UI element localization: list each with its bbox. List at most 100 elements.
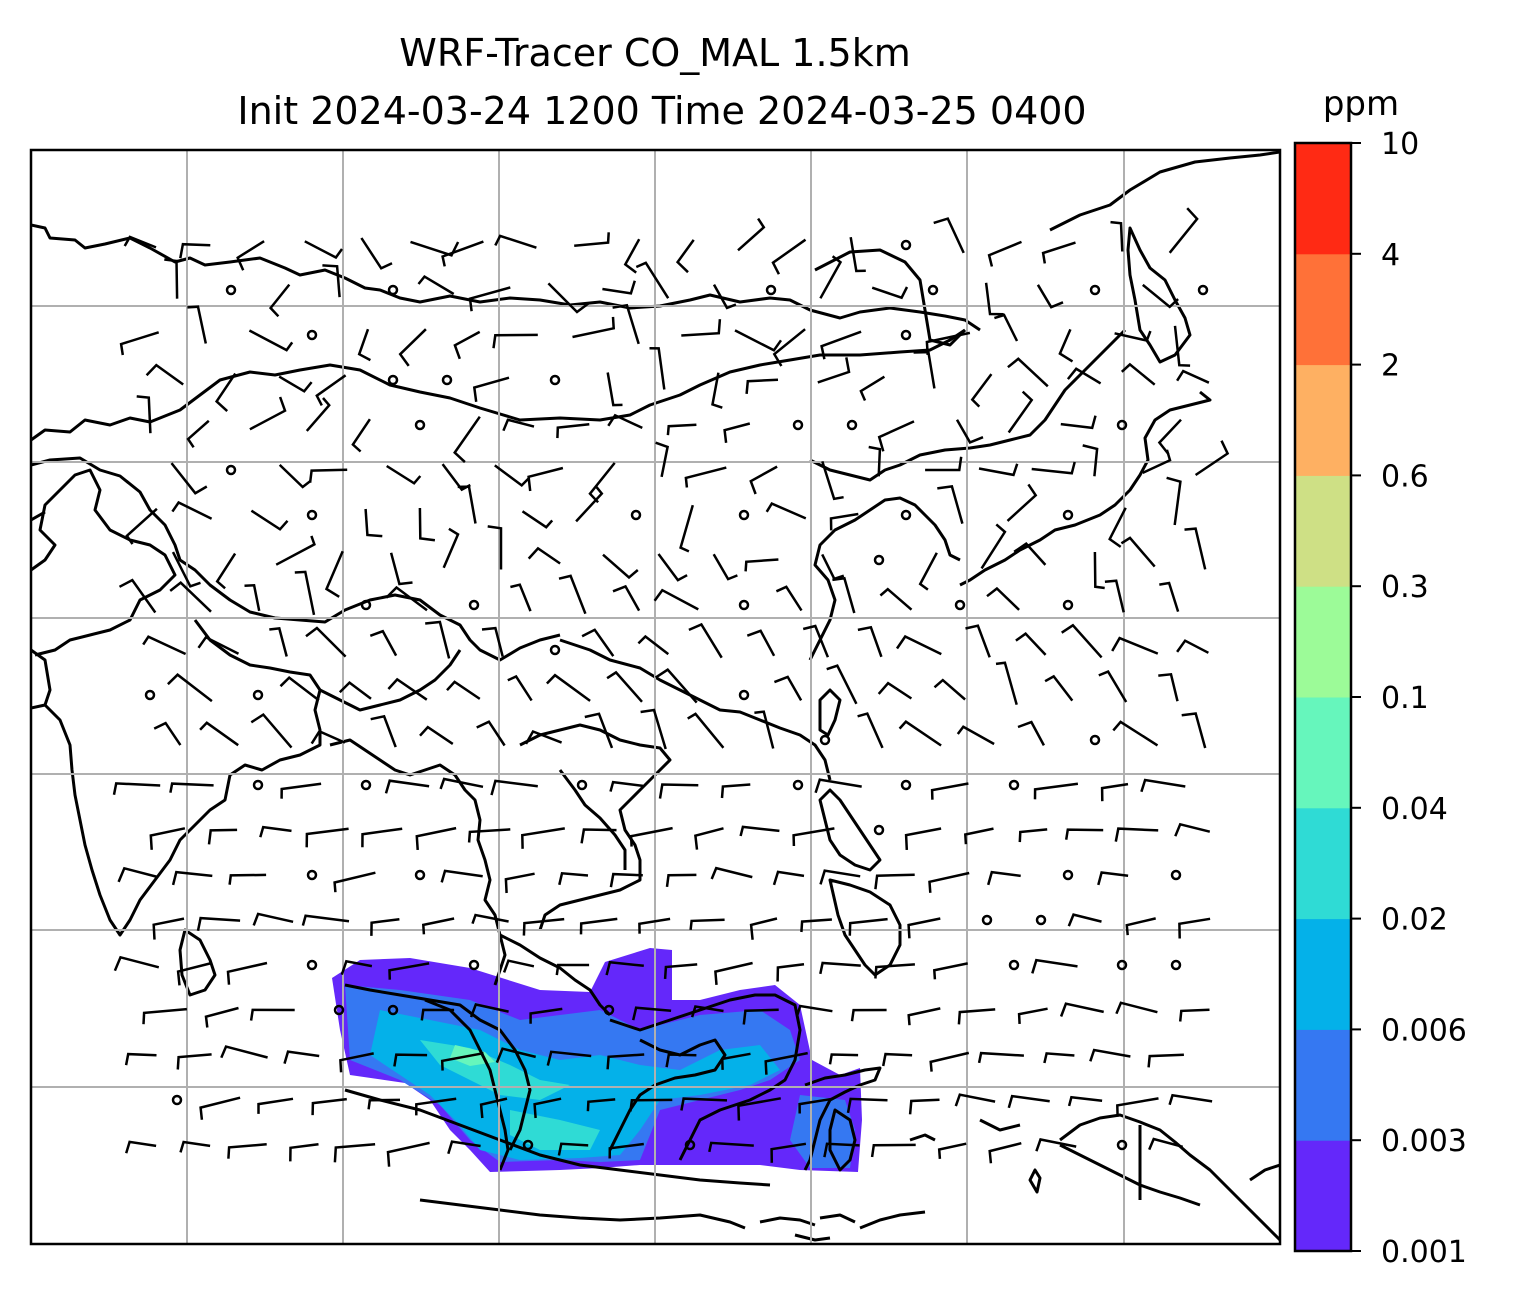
wind-barb	[301, 914, 350, 926]
wind-barb	[977, 1051, 1024, 1064]
wind-barb	[612, 303, 640, 345]
wind-barb	[690, 1005, 724, 1018]
wind-barb	[169, 782, 214, 793]
wind-barbs	[112, 207, 1230, 1167]
wind-barb	[1082, 444, 1099, 477]
wind-barb	[558, 871, 589, 886]
wind-barb	[558, 574, 587, 615]
wind-barb	[197, 635, 240, 655]
wind-barb	[606, 670, 643, 703]
colorbar-swatch	[1295, 253, 1351, 366]
wind-barb	[533, 1097, 562, 1119]
wind-barb	[522, 917, 565, 936]
wind-barb	[737, 217, 766, 252]
wind-barb	[1061, 623, 1103, 659]
wind-barb	[579, 917, 618, 935]
wind-barb	[419, 725, 454, 745]
wind-barb	[723, 422, 751, 443]
wind-barb	[857, 712, 884, 749]
calm-wind-marker	[900, 239, 912, 251]
wind-barb	[1168, 1093, 1213, 1106]
colorbar-tick-label: 0.006	[1381, 1013, 1467, 1048]
wind-barb	[226, 961, 268, 985]
calm-wind-marker	[225, 464, 237, 476]
wind-barb	[1044, 674, 1074, 702]
wind-barb	[199, 721, 239, 747]
wind-barb	[425, 620, 451, 659]
colorbar-swatch	[1295, 807, 1351, 920]
wind-barb	[1157, 418, 1182, 455]
wind-barb	[874, 963, 915, 979]
wind-barb	[635, 261, 670, 299]
wind-barb	[153, 721, 182, 746]
colorbar-tick-label: 0.02	[1381, 903, 1448, 938]
wind-barb	[823, 1142, 860, 1158]
wind-barb	[527, 466, 564, 492]
wind-barb	[737, 1097, 782, 1121]
wind-barb	[1100, 782, 1129, 802]
calm-wind-marker	[387, 1004, 399, 1016]
wind-barb	[421, 917, 455, 935]
wind-barb	[629, 1098, 673, 1112]
wind-barb	[796, 1004, 833, 1016]
wind-barb	[1114, 330, 1152, 343]
wind-barb	[749, 917, 778, 940]
wind-barb	[367, 1098, 401, 1110]
wind-barb	[1060, 415, 1097, 430]
map-panel	[29, 148, 1282, 1246]
wind-barb	[848, 917, 888, 936]
wind-barb	[370, 714, 397, 748]
wind-barb	[1147, 1053, 1184, 1068]
wind-barb	[1178, 917, 1211, 939]
wind-barb	[199, 1096, 241, 1120]
wind-barb	[581, 628, 615, 657]
wind-barb	[471, 913, 509, 925]
wind-barb	[684, 466, 727, 488]
wind-barb	[117, 866, 159, 883]
wind-barb	[170, 462, 208, 495]
wind-barb	[746, 629, 776, 657]
wind-barb	[586, 1098, 616, 1112]
calm-wind-marker	[792, 779, 804, 791]
calm-wind-marker	[225, 284, 237, 296]
wind-barb	[1007, 357, 1049, 388]
wind-barb	[389, 552, 413, 586]
calm-wind-marker	[1197, 284, 1209, 296]
wind-barb	[259, 825, 292, 838]
calm-wind-marker	[1116, 1139, 1128, 1151]
wind-barb	[649, 347, 666, 390]
wind-barb	[283, 1050, 320, 1064]
calm-wind-marker	[738, 689, 750, 701]
wind-barb	[294, 570, 316, 616]
wind-barb	[338, 680, 372, 700]
wind-barb	[913, 350, 936, 389]
wind-barb	[249, 396, 287, 431]
calm-wind-marker	[1008, 779, 1020, 791]
wind-barb	[607, 413, 643, 430]
wind-barb	[744, 558, 779, 572]
calm-wind-marker	[252, 779, 264, 791]
wind-barb	[521, 510, 554, 529]
wind-barb	[666, 423, 697, 436]
calm-wind-marker	[900, 779, 912, 791]
wind-barb	[908, 1098, 940, 1115]
wind-barb	[415, 1097, 457, 1116]
wind-barb	[602, 280, 636, 295]
wind-barb	[176, 961, 213, 986]
wind-barb	[310, 729, 346, 745]
wind-barb	[798, 1097, 833, 1114]
wind-barb	[1093, 551, 1105, 590]
wind-barb	[1059, 1002, 1104, 1017]
wind-barb	[547, 282, 590, 314]
wind-barb	[196, 916, 241, 932]
wind-barb	[773, 675, 803, 702]
wind-barb	[1007, 1094, 1050, 1109]
wind-barb	[467, 828, 511, 843]
wind-barb	[1194, 440, 1230, 477]
map-frame	[29, 148, 1282, 1246]
wind-barb	[688, 622, 723, 659]
map-title-line2: Init 2024-03-24 1200 Time 2024-03-25 040…	[237, 89, 1086, 133]
wind-barb	[487, 525, 503, 570]
calm-wind-marker	[603, 1004, 615, 1016]
colorbar-swatch	[1295, 586, 1351, 698]
